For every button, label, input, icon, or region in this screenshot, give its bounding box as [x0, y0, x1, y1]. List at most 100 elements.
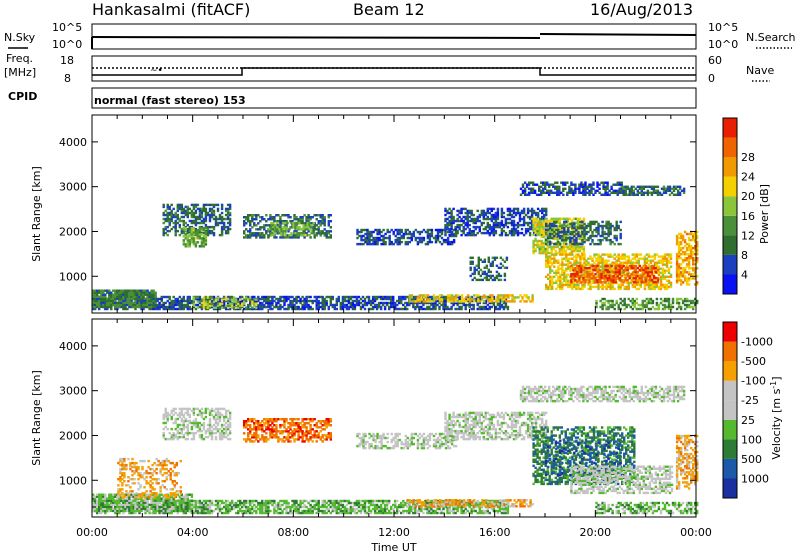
power-cell [476, 219, 479, 223]
power-cell [251, 297, 254, 301]
power-cell [408, 232, 412, 236]
power-cell [267, 295, 270, 299]
power-cell [601, 267, 604, 270]
power-cell [204, 211, 208, 215]
power-cell [469, 262, 472, 266]
power-cell [373, 295, 377, 299]
power-cell [665, 287, 669, 291]
power-cell [94, 301, 97, 305]
power-cell [678, 185, 682, 189]
power-cell [164, 307, 167, 311]
power-cell [597, 228, 600, 232]
power-cell [428, 240, 432, 244]
power-cell [294, 233, 297, 237]
power-cell [106, 291, 109, 294]
power-cell [528, 231, 532, 235]
power-cell [523, 294, 526, 297]
power-cell [194, 297, 198, 301]
power-cell [572, 189, 575, 193]
power-cell [571, 257, 574, 260]
power-cell [602, 268, 605, 272]
power-cell [144, 291, 147, 294]
power-cell [508, 229, 512, 233]
power-cell [484, 305, 488, 309]
power-cell [544, 219, 547, 223]
power-cell [263, 295, 266, 299]
power-cell [470, 213, 473, 217]
power-cell [635, 287, 639, 291]
power-cell [527, 191, 531, 195]
power-cell [146, 295, 149, 298]
power-cell [406, 240, 410, 244]
power-cell [140, 291, 143, 294]
power-cell [460, 207, 463, 211]
power-cell [473, 294, 476, 297]
power-cell [432, 294, 436, 297]
power-cell [569, 257, 572, 260]
power-cell [573, 281, 576, 285]
power-cell [514, 211, 518, 215]
power-cell [410, 297, 413, 301]
power-cell [136, 291, 139, 294]
power-cell [657, 255, 661, 258]
power-cell [544, 183, 547, 186]
power-cell [122, 295, 125, 298]
power-cell [293, 303, 296, 307]
power-cell [631, 261, 635, 264]
power-cell [536, 213, 540, 217]
power-cell [647, 299, 651, 303]
power-cell [450, 296, 454, 299]
power-cell [572, 272, 575, 276]
power-cell [570, 181, 573, 184]
power-cell [208, 203, 212, 207]
power-cell [620, 279, 623, 282]
power-cell [267, 236, 270, 239]
power-cell [495, 264, 499, 268]
power-cell [659, 301, 663, 305]
power-cell [629, 259, 633, 262]
power-cell [534, 219, 537, 223]
power-cell [525, 185, 529, 189]
power-cell [310, 223, 313, 227]
power-cell [426, 234, 430, 238]
power-cell [398, 228, 401, 232]
power-cell [124, 295, 127, 298]
power-cell [94, 307, 97, 311]
power-cell [492, 297, 496, 301]
power-cell [404, 230, 408, 234]
power-cell [540, 241, 543, 245]
power-cell [647, 301, 651, 305]
power-cell [384, 242, 387, 246]
power-cell [615, 224, 618, 228]
power-cell [505, 294, 508, 297]
power-cell [644, 268, 648, 272]
power-cell [492, 295, 496, 299]
power-cell [505, 296, 508, 299]
power-cell [444, 299, 447, 303]
power-cell [578, 266, 581, 270]
power-cell [440, 230, 444, 234]
power-cell [633, 255, 637, 258]
power-cell [549, 279, 552, 283]
power-cell [638, 268, 642, 272]
power-cell [659, 277, 663, 281]
power-cell [400, 240, 403, 244]
power-cell [414, 297, 417, 301]
power-cell [503, 278, 507, 282]
power-cell [394, 228, 397, 232]
power-cell [598, 191, 601, 195]
power-cell [607, 234, 610, 238]
power-cell [661, 267, 665, 270]
power-cell [192, 229, 196, 232]
power-cell [538, 239, 541, 243]
power-cell [563, 275, 566, 279]
power-cell [475, 268, 478, 272]
power-cell [444, 307, 447, 311]
power-cell [612, 183, 615, 186]
power-cell [610, 270, 613, 274]
power-cell [576, 237, 580, 241]
power-cell [92, 291, 95, 294]
power-cell [561, 283, 564, 287]
power-cell [327, 307, 331, 311]
power-cell [204, 209, 208, 213]
